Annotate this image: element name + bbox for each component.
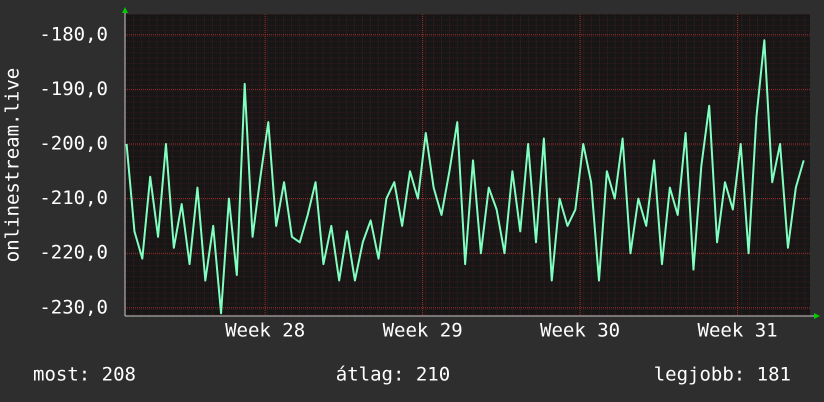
x-tick-label: Week 29 xyxy=(383,320,463,342)
y-tick-label: -220,0 xyxy=(39,242,108,264)
y-tick-label: -190,0 xyxy=(39,78,108,100)
data-line xyxy=(125,39,805,315)
y-tick-label: -180,0 xyxy=(39,23,108,45)
stat-max: legjobb: 181 xyxy=(654,364,791,386)
x-tick-label: Week 30 xyxy=(540,320,620,342)
minor-grid xyxy=(125,14,810,316)
marks xyxy=(125,39,805,315)
y-axis-label: onlinestream.live xyxy=(2,68,24,262)
x-tick-label: Week 28 xyxy=(225,320,305,342)
y-tick-label: -200,0 xyxy=(39,132,108,154)
stat-average: átlag: 210 xyxy=(336,364,450,386)
x-axis-arrow xyxy=(814,313,820,319)
y-tick-label: -210,0 xyxy=(39,187,108,209)
y-tick-label: -230,0 xyxy=(39,296,108,318)
x-tick-label: Week 31 xyxy=(698,320,778,342)
y-axis-arrow xyxy=(122,7,128,13)
stat-current: most: 208 xyxy=(33,364,136,386)
